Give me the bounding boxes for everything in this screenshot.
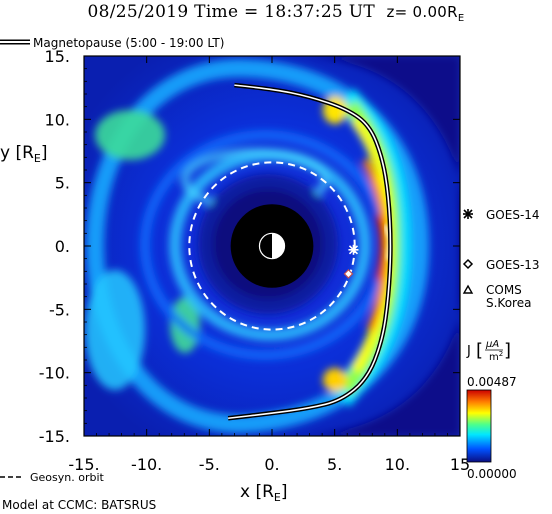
goes13-label: GOES-13: [486, 258, 540, 272]
earth-dayside: [272, 233, 285, 259]
coms-legend: COMS S.Korea: [462, 283, 531, 310]
model-credit: Model at CCMC: BATSRUS: [2, 498, 156, 512]
title-text: 08/25/2019 Time = 18:37:25 UT: [87, 2, 376, 22]
colorbar-bracket-close: ]: [504, 340, 511, 361]
x-tick-label: 5.: [327, 455, 342, 474]
y-tick-label: -10.: [39, 364, 70, 383]
magnetopause-legend: Magnetopause (5:00 - 19:00 LT): [0, 36, 224, 50]
y-tick-label: 10.: [45, 110, 70, 129]
y-tick-label: 15.: [45, 47, 70, 66]
colorbar-unit-denominator: m2: [489, 350, 503, 363]
goes13-marker: [343, 269, 354, 279]
colorbar-unit-numerator: μA: [485, 339, 499, 350]
colorbar-gradient: [466, 389, 492, 463]
magnetopause-core: [228, 84, 392, 420]
x-axis-label: x [RE]: [240, 482, 288, 504]
x-tick-label: 15: [450, 455, 470, 474]
colorbar-min-label: 0.00000: [467, 467, 517, 481]
colorbar-quantity-label: J: [466, 344, 471, 359]
y-tick-label: 0.: [55, 237, 70, 256]
x-tick-label: -10.: [131, 455, 162, 474]
coms-label-line2: S.Korea: [486, 296, 531, 310]
magnetopause-line: [227, 82, 393, 421]
goes14-label: GOES-14: [486, 208, 540, 222]
geosync-legend-label: Geosyn. orbit: [30, 471, 105, 484]
y-tick-label: -15.: [39, 427, 70, 446]
coms-label-line1: COMS: [486, 283, 522, 297]
geosync-orbit-path: [188, 161, 356, 331]
y-tick-label: -5.: [49, 300, 70, 319]
satellite-legend: GOES-14 GOES-13 COMS S.Korea: [462, 208, 540, 310]
y-axis-label: y [RE]: [0, 143, 48, 165]
colorbar-max-label: 0.00487: [467, 375, 517, 389]
geosync-legend: Geosyn. orbit: [0, 471, 105, 484]
colorbar: J [ μA m2 ] 0.00487 0.00000: [466, 339, 517, 481]
colorbar-bracket-open: [: [476, 340, 483, 361]
x-tick-label: -5.: [199, 455, 220, 474]
axis-ticks: -15. -10. -5. 0. 5. 10. 15 15. 10. 5. 0. -5. -10. -15…: [39, 47, 470, 474]
z-plane-label: z= 0.00RE: [386, 3, 465, 24]
satellite-markers: [343, 244, 359, 279]
goes14-marker: [348, 244, 359, 255]
earth-marker: [230, 204, 314, 288]
goes13-legend: GOES-13: [462, 258, 540, 272]
x-tick-label: -15.: [68, 455, 99, 474]
magnetopause-legend-label: Magnetopause (5:00 - 19:00 LT): [33, 36, 224, 50]
y-tick-label: 5.: [55, 174, 70, 193]
plot-title: 08/25/2019 Time = 18:37:25 UT z= 0.00RE: [0, 2, 552, 24]
x-tick-label: 10.: [385, 455, 410, 474]
x-tick-label: 0.: [264, 455, 279, 474]
geosync-orbit-circle: [188, 161, 356, 331]
goes14-legend: GOES-14: [463, 208, 540, 222]
